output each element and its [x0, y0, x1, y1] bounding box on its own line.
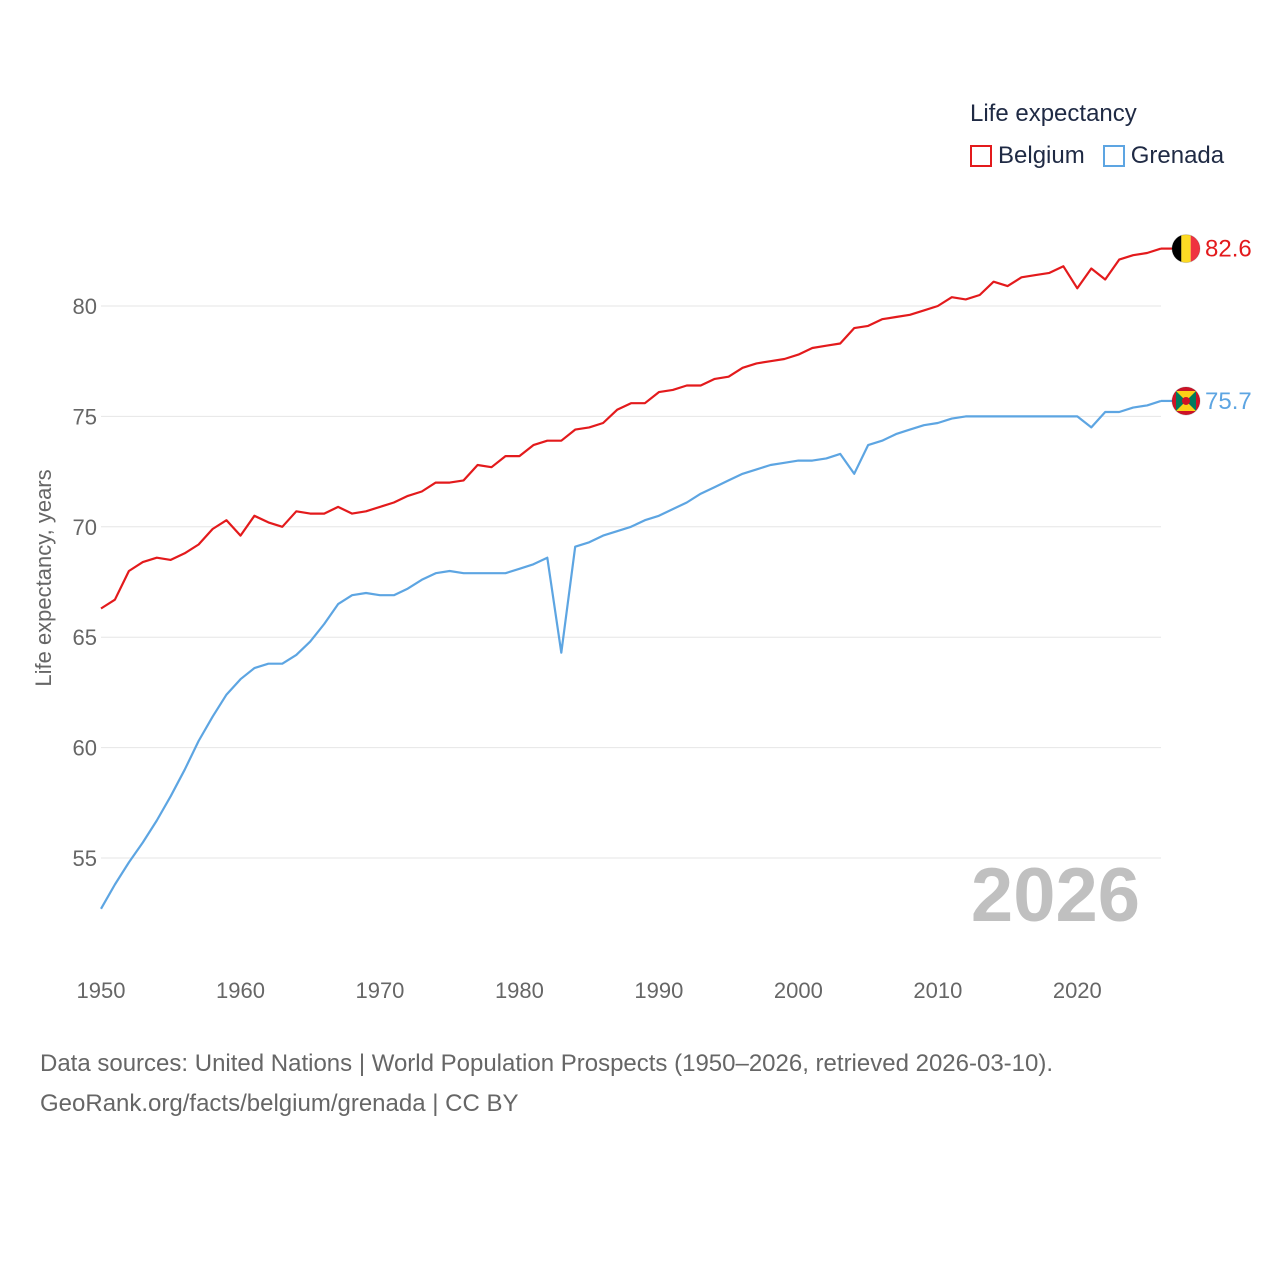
y-tick-65: 65	[73, 625, 97, 650]
series-line-belgium	[100, 247, 1162, 610]
x-tick-2020: 2020	[1053, 978, 1102, 1003]
legend-item-grenada[interactable]: Grenada	[1102, 142, 1225, 170]
year-watermark: 2026	[970, 853, 1140, 938]
x-tick-1990: 1990	[634, 978, 683, 1003]
source-note: Data sources: United Nations | World Pop…	[40, 1044, 1053, 1124]
grid-lines	[101, 305, 1161, 859]
x-tick-1950: 1950	[77, 978, 126, 1003]
x-tick-1970: 1970	[355, 978, 404, 1003]
y-tick-75: 75	[73, 404, 97, 429]
y-tick-70: 70	[73, 515, 97, 540]
flag-grenada-icon	[1171, 386, 1201, 416]
series-end-markers: 82.6 75.7	[1161, 234, 1252, 416]
y-axis-title: Life expectancy, years	[31, 469, 56, 687]
legend-swatch-grenada	[1102, 145, 1125, 167]
x-tick-1980: 1980	[495, 978, 544, 1003]
x-tick-1960: 1960	[216, 978, 265, 1003]
legend-label-belgium: Belgium	[998, 142, 1085, 169]
source-line-2: GeoRank.org/facts/belgium/grenada | CC B…	[40, 1090, 519, 1117]
y-tick-80: 80	[73, 294, 97, 319]
legend-title: Life expectancy	[970, 100, 1137, 127]
source-line-1: Data sources: United Nations | World Pop…	[40, 1050, 1054, 1077]
x-tick-2010: 2010	[913, 978, 962, 1003]
legend: Belgium Grenada	[970, 142, 1242, 170]
y-tick-60: 60	[73, 736, 97, 761]
x-axis-ticks: 1950 1960 1970 1980 1990 2000 2010 2020	[77, 978, 1102, 1003]
y-tick-55: 55	[73, 846, 97, 871]
end-label-belgium: 82.6	[1205, 236, 1252, 263]
series-line-grenada	[100, 399, 1162, 910]
flag-belgium-icon	[1171, 234, 1201, 264]
legend-item-belgium[interactable]: Belgium	[970, 142, 1085, 170]
legend-swatch-belgium	[970, 145, 992, 167]
legend-label-grenada: Grenada	[1130, 142, 1225, 169]
y-axis-ticks: 55 60 65 70 75 80	[73, 294, 97, 871]
x-tick-2000: 2000	[774, 978, 823, 1003]
series-lines	[100, 247, 1162, 910]
end-label-grenada: 75.7	[1205, 388, 1252, 415]
